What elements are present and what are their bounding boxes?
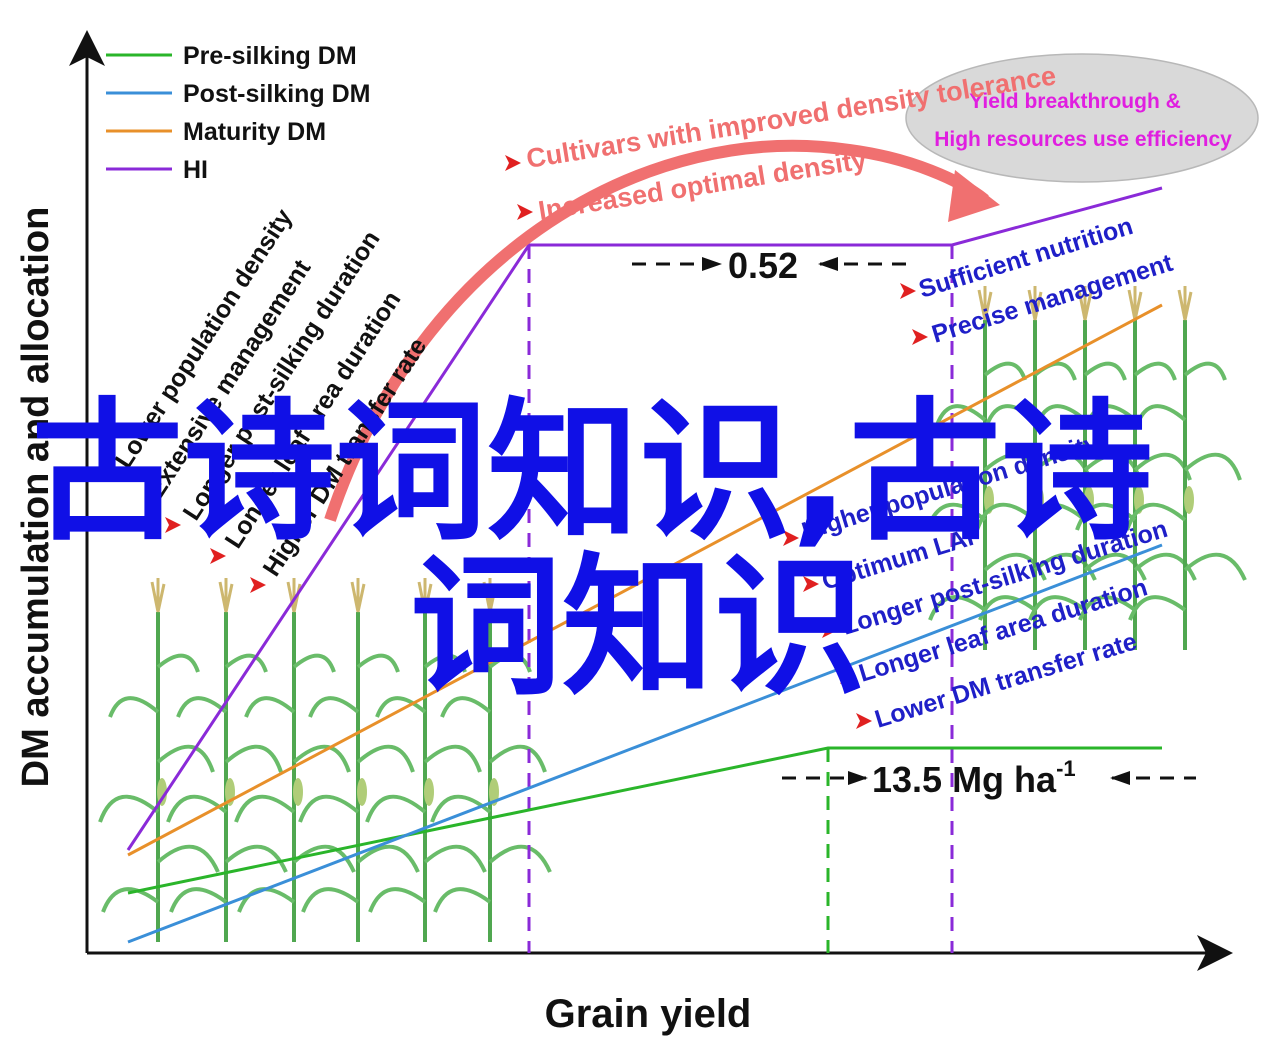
pointer-top-1 [505,155,521,171]
watermark-line-1: 古诗词知识,古诗 [31,384,1153,561]
pointer-right-5 [822,622,838,638]
legend-label-maturity: Maturity DM [183,118,326,146]
hi-value: 0.52 [728,245,798,286]
pointer-right-4 [803,576,819,592]
hi-value-annotation: 0.52 [632,245,908,286]
density-arrow [324,139,989,522]
pointer-top-2 [517,204,533,220]
density-arrow-head [948,170,1000,222]
pointer-left-3 [250,577,266,593]
yield-value: 13.5 Mg ha-1 [872,756,1076,800]
pointer-right-2 [912,329,928,345]
ellipse-line-1: Yield breakthrough & [969,90,1181,113]
pointer-right-6 [840,668,856,684]
pointer-right-7 [856,713,872,729]
legend-label-pre-silking: Pre-silking DM [183,42,357,70]
pointer-right-1 [900,283,916,299]
series-maturity-dm [127,303,1163,857]
pointer-right-3 [783,530,799,546]
yield-breakthrough-ellipse [905,53,1259,183]
legend-label-post-silking: Post-silking DM [183,80,371,108]
legend: Pre-silking DM Post-silking DM Maturity … [106,42,371,184]
yield-exponent: -1 [1056,756,1076,781]
series-hi [126,186,1163,851]
watermark-line-2: 词知识 [410,539,866,716]
series-pre-silking-dm [127,746,1162,895]
series-post-silking-dm [127,543,1163,944]
yield-value-annotation: 13.5 Mg ha-1 [782,756,1196,800]
x-axis-title: Grain yield [545,992,752,1036]
pointer-left-1 [165,517,181,533]
y-axis-title: DM accumulation and allocation [15,207,57,788]
ellipse-line-2: High resources use efficiency [934,128,1232,151]
legend-label-hi: HI [183,156,208,184]
pointer-left-2 [210,548,226,564]
